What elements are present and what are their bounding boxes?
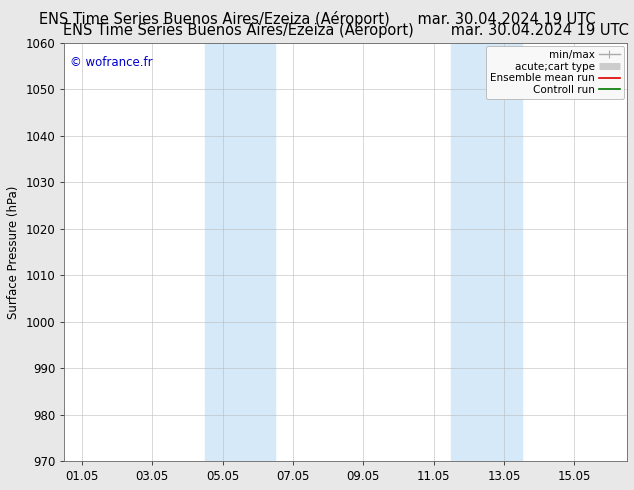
Legend: min/max, acute;cart type, Ensemble mean run, Controll run: min/max, acute;cart type, Ensemble mean … [486, 46, 624, 99]
Bar [205, 43, 275, 461]
Title: ENS Time Series Buenos Aires/Ezeiza (Aéroport)        mar. 30.04.2024 19 UTC: ENS Time Series Buenos Aires/Ezeiza (Aér… [63, 22, 628, 38]
Y-axis label: Surface Pressure (hPa): Surface Pressure (hPa) [7, 185, 20, 318]
Text: © wofrance.fr: © wofrance.fr [70, 55, 153, 69]
Bar [451, 43, 522, 461]
Text: ENS Time Series Buenos Aires/Ezeiza (Aéroport)      mar. 30.04.2024 19 UTC: ENS Time Series Buenos Aires/Ezeiza (Aér… [39, 11, 595, 27]
